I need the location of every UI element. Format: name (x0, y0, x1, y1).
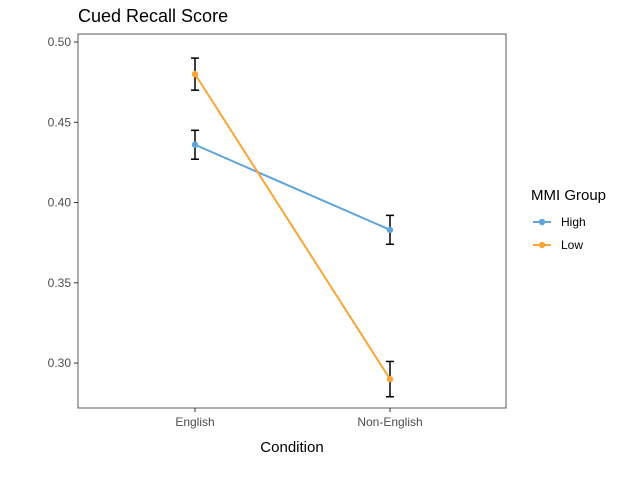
legend-title: MMI Group (531, 187, 606, 204)
legend-items: High Low (533, 215, 586, 252)
x-tick-label: English (175, 415, 214, 429)
data-point-low (386, 375, 394, 383)
legend-label: High (561, 215, 586, 229)
series-line-low (194, 73, 391, 380)
y-tick-label: 0.30 (48, 356, 72, 370)
plot-panel (77, 33, 507, 409)
y-axis: 0.30 0.35 0.40 0.45 0.50 (48, 35, 78, 370)
x-tick-label: Non-English (357, 415, 422, 429)
x-axis-title: Condition (260, 439, 323, 456)
chart-title: Cued Recall Score (78, 6, 228, 26)
y-tick-label: 0.35 (48, 276, 72, 290)
legend: MMI Group High Low (531, 187, 606, 252)
y-tick-label: 0.45 (48, 115, 72, 129)
x-axis: English Non-English (175, 408, 423, 429)
legend-item-low: Low (533, 238, 583, 252)
y-tick-label: 0.50 (48, 35, 72, 49)
y-tick-label: 0.40 (48, 196, 72, 210)
data-point-low (191, 70, 199, 78)
legend-item-high: High (533, 215, 586, 229)
legend-key-point (538, 241, 546, 249)
legend-label: Low (561, 238, 583, 252)
series-layer (191, 57, 394, 398)
data-point-high (191, 141, 199, 148)
series-line-high (194, 143, 391, 231)
data-point-high (386, 226, 394, 234)
legend-key-point (538, 218, 546, 226)
